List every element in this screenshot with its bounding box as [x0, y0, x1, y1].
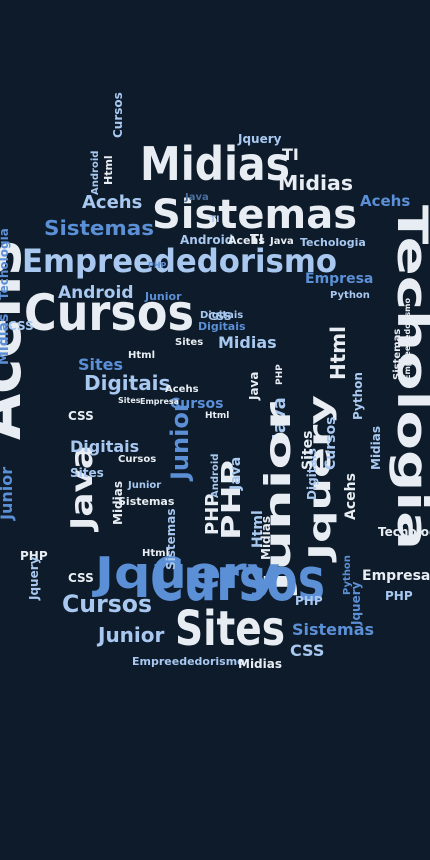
cloud-word: Jquery — [237, 132, 282, 146]
cloud-word: PHP — [20, 549, 48, 563]
cloud-word: Junior — [144, 290, 182, 303]
cloud-word: Digitais — [70, 437, 139, 456]
cloud-word: Android — [90, 151, 101, 195]
cloud-word: Techologia — [300, 236, 366, 249]
cloud-word: Acehs — [228, 234, 265, 247]
cloud-word: Jquery — [27, 556, 41, 601]
cloud-word: Acehs — [82, 192, 142, 213]
cloud-word: Sites — [175, 337, 203, 348]
cloud-word: Java — [247, 372, 261, 401]
cloud-word: Digitais — [200, 310, 243, 321]
cloud-word: Techologia — [378, 525, 430, 539]
cloud-word: CSS — [208, 310, 232, 323]
cloud-word: Midias — [140, 137, 290, 191]
cloud-word: Midias — [278, 171, 353, 195]
cloud-word: Java — [228, 457, 244, 491]
cloud-word: TI — [282, 145, 299, 164]
cloud-word: Midias — [111, 481, 125, 525]
cloud-word: CSS — [290, 641, 324, 660]
cloud-word: Java — [184, 192, 209, 203]
cloud-word: Midias — [369, 426, 383, 470]
cloud-word: Jquery — [303, 394, 338, 563]
cloud-word: Empresa — [140, 397, 179, 406]
cloud-word: Empreededorismo — [132, 655, 245, 668]
cloud-word: Python — [342, 555, 353, 595]
cloud-word: Sistemas — [44, 216, 154, 240]
cloud-word: CSS — [68, 409, 94, 423]
cloud-word: Android — [180, 233, 233, 247]
cloud-word: Digitais — [84, 371, 170, 395]
cloud-word: Sistemas — [164, 508, 178, 570]
cloud-word: Junior — [166, 400, 194, 482]
cloud-word: Jquery — [92, 548, 280, 599]
cloud-word: Sites — [300, 431, 316, 470]
cloud-word: Empreededorismo — [22, 242, 337, 280]
cloud-word: Empresa — [305, 271, 373, 287]
cloud-word: Html — [102, 155, 115, 185]
cloud-word: Sistemas — [152, 192, 357, 238]
cloud-word: Sistemas — [392, 329, 403, 380]
cloud-word: PHP — [275, 364, 285, 385]
cloud-word: Midias — [218, 333, 277, 352]
cloud-word: Cursos — [170, 396, 223, 412]
cloud-word: Junior — [0, 467, 16, 521]
cloud-word: Android — [210, 454, 221, 498]
cloud-word: Python — [330, 290, 370, 301]
cloud-word: CSS — [8, 319, 34, 333]
cloud-word: TI — [210, 215, 220, 225]
cloud-word: Acehs — [360, 192, 410, 210]
cloud-word: Junior — [127, 480, 161, 491]
cloud-word: PHP — [295, 594, 323, 608]
cloud-word: Android — [58, 283, 134, 303]
cloud-word: Sites — [78, 355, 123, 374]
cloud-word: Jquery — [349, 581, 363, 626]
cloud-word: Html — [205, 411, 229, 421]
cloud-word: Acehs — [0, 240, 36, 440]
cloud-word: Acehs — [343, 473, 359, 520]
cloud-word: Digitais — [305, 448, 319, 500]
cloud-word: PHP — [148, 261, 167, 270]
cloud-word: Cursos — [24, 284, 194, 342]
cloud-word: Cursos — [323, 417, 339, 470]
cloud-word: Java — [269, 397, 290, 442]
cloud-word: Java — [269, 236, 294, 247]
cloud-word: Techologia — [388, 205, 430, 550]
cloud-word: Junior — [258, 402, 299, 597]
cloud-word: Sistemas — [118, 495, 175, 508]
cloud-word: Digitais — [198, 320, 246, 333]
cloud-word: Midias — [259, 516, 273, 560]
cloud-word: Sistemas — [292, 620, 374, 639]
cloud-word: Sites — [118, 396, 141, 405]
cloud-word: Techologia — [0, 228, 11, 300]
cloud-word: Cursos — [118, 454, 156, 465]
cloud-word: PHP — [202, 494, 223, 535]
cloud-word: Midias — [0, 314, 12, 365]
cloud-word: Java — [65, 445, 100, 532]
cloud-word: CSS — [68, 571, 94, 585]
cloud-word: Sites — [70, 466, 104, 480]
cloud-word: Sites — [175, 601, 285, 657]
cloud-word: Cursos — [111, 92, 125, 138]
cloud-word: PHP — [217, 460, 247, 540]
cloud-word: Midias — [238, 657, 282, 671]
cloud-word: Junior — [96, 623, 165, 647]
cloud-word: Html — [326, 326, 350, 380]
cloud-word: TI — [250, 233, 264, 248]
cloud-word: Acehs — [165, 384, 199, 395]
cloud-word: PHP — [385, 589, 413, 603]
cloud-word: Python — [351, 372, 365, 420]
cloud-word: Empresa — [362, 568, 430, 584]
cloud-word: Cursos — [62, 590, 152, 618]
cloud-word: Html — [250, 510, 266, 548]
cloud-word: Html — [142, 548, 169, 559]
cloud-word: Cursos — [150, 545, 325, 615]
cloud-word: Empreededorismo — [403, 298, 412, 380]
cloud-word: Html — [128, 350, 155, 361]
